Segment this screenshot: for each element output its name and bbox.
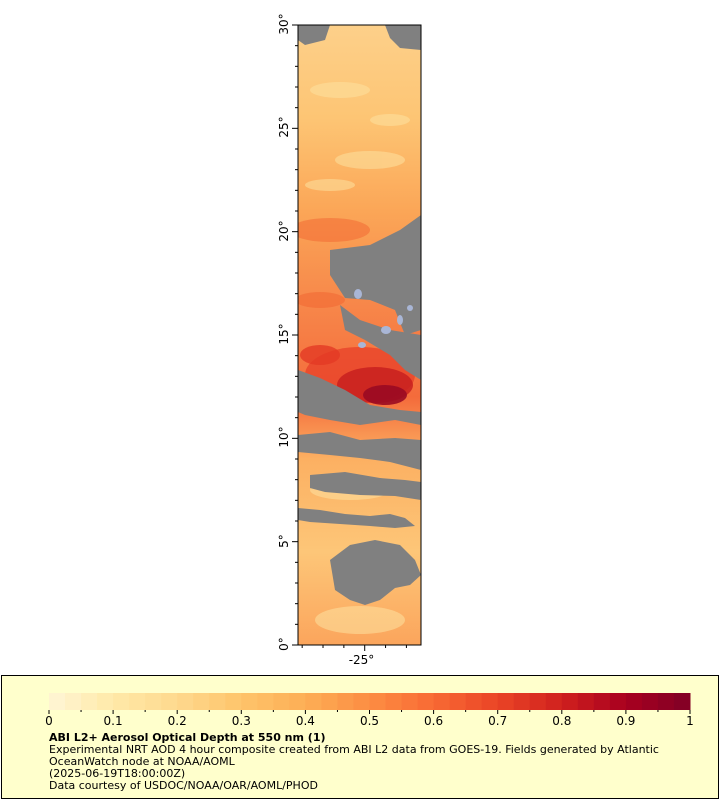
colorbar-cell: [481, 693, 499, 710]
colorbar-cell: [337, 693, 354, 710]
colorbar-tick-label: 0.7: [488, 714, 508, 728]
colorbar-cell: [321, 693, 338, 710]
legend-credit: Data courtesy of USDOC/NOAA/OAR/AOML/PHO…: [49, 779, 318, 792]
colorbar-cell: [401, 693, 419, 710]
colorbar-tick-label: 0.1: [103, 714, 123, 728]
colorbar-tick-label: 0.6: [424, 714, 444, 728]
colorbar-cell: [49, 693, 66, 710]
lat-tick-label: 20°: [277, 220, 291, 242]
lat-tick-label: 0°: [277, 637, 291, 651]
legend-panel: 0 0.1 0.2 0.3 0.4 0.5 0.6 0.7 0.8 0.9 1 ABI L2+ Ae…: [1, 675, 719, 799]
colorbar-cell: [65, 693, 82, 710]
colorbar-cell: [497, 693, 515, 710]
legend-description: Experimental NRT AOD 4 hour composite cr…: [49, 743, 659, 768]
colorbar-cell: [513, 693, 531, 710]
colorbar-cell: [673, 693, 691, 710]
colorbar-cell: [209, 693, 226, 710]
lon-ticks: [301, 645, 407, 651]
colorbar-cell: [465, 693, 483, 710]
colorbar-cell: [417, 693, 435, 710]
map-area: 0° 5° 10° 15° 20° 25° 30° -25°: [277, 13, 422, 667]
lat-ticks: [292, 24, 298, 646]
colorbar-cell: [625, 693, 643, 710]
colorbar-cell: [657, 693, 675, 710]
no-data-regions: [298, 25, 421, 605]
colorbar-cell: [433, 693, 451, 710]
colorbar-tick-label: 0.4: [295, 714, 315, 728]
colorbar-cell: [145, 693, 162, 710]
aod-map: [292, 24, 422, 651]
colorbar-cell: [641, 693, 659, 710]
legend-text: ABI L2+ Aerosol Optical Depth at 550 nm …: [49, 732, 709, 792]
colorbar-cell: [225, 693, 242, 710]
colorbar-cell: [97, 693, 114, 710]
colorbar-cell: [305, 693, 322, 710]
colorbar-cell: [449, 693, 467, 710]
colorbar-cell: [257, 693, 274, 710]
colorbar-cell: [593, 693, 611, 710]
dust-plume: [300, 345, 415, 405]
colorbar-cell: [529, 693, 547, 710]
colorbar-cells: [49, 693, 691, 710]
lat-tick-label: 30°: [277, 13, 291, 35]
colorbar-cell: [609, 693, 627, 710]
colorbar-tick-label: 1: [686, 714, 694, 728]
colorbar-ticks: [48, 710, 691, 714]
colorbar-tick-label: 0.5: [359, 714, 380, 728]
lat-tick-label: 15°: [277, 323, 291, 345]
colorbar-cell: [289, 693, 306, 710]
colorbar: [48, 693, 691, 714]
colorbar-cell: [177, 693, 194, 710]
colorbar-cell: [113, 693, 130, 710]
colorbar-cell: [577, 693, 595, 710]
colorbar-tick-label: 0.2: [167, 714, 187, 728]
lat-tick-label: 10°: [277, 426, 291, 448]
colorbar-cell: [129, 693, 146, 710]
colorbar-cell: [273, 693, 290, 710]
colorbar-cell: [385, 693, 403, 710]
colorbar-cell: [369, 693, 387, 710]
lat-tick-label: 5°: [277, 533, 291, 548]
blue-patches: [354, 289, 413, 348]
colorbar-cell: [353, 693, 370, 710]
colorbar-tick-label: 0: [45, 714, 53, 728]
colorbar-tick-label: 0.8: [552, 714, 572, 728]
lon-tick-label: -25°: [348, 653, 375, 667]
lat-tick-label: 25°: [277, 116, 291, 138]
colorbar-cell: [81, 693, 98, 710]
colorbar-tick-label: 0.3: [231, 714, 251, 728]
colorbar-cell: [545, 693, 563, 710]
legend-title: ABI L2+ Aerosol Optical Depth at 550 nm …: [49, 731, 326, 744]
colorbar-tick-label: 0.9: [616, 714, 636, 728]
legend-timestamp: (2025-06-19T18:00:00Z): [49, 767, 186, 780]
colorbar-cell: [561, 693, 579, 710]
colorbar-cell: [193, 693, 210, 710]
colorbar-cell: [241, 693, 258, 710]
colorbar-cell: [161, 693, 178, 710]
